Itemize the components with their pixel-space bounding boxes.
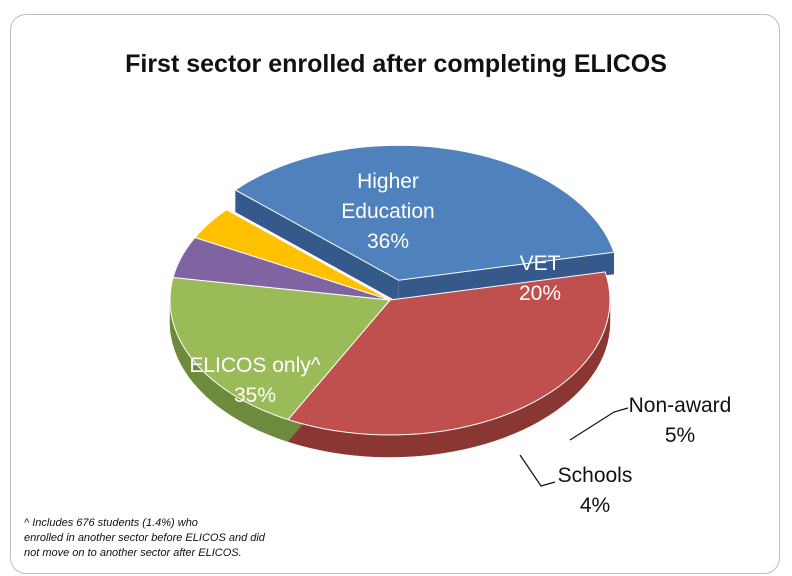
pie-label-layer: ELICOS only^ 35% Higher Education 36% VET 20% N…	[189, 170, 731, 517]
pie-slice-label: Schools	[558, 464, 633, 487]
pie-slice-percent: 36%	[367, 230, 409, 253]
pie-slice-label: Higher	[357, 170, 419, 193]
pie-slice-percent: 5%	[665, 424, 695, 447]
footnote-line: enrolled in another sector before ELICOS…	[24, 532, 265, 544]
pie-slice	[172, 236, 391, 301]
pie-slice	[194, 209, 391, 301]
pie-slice-label: ELICOS only^	[189, 354, 320, 377]
pie-leader-line	[569, 407, 629, 441]
pie-slice-cut-face	[235, 189, 399, 303]
pie-slice	[234, 144, 615, 281]
footnote-line: ^ Includes 676 students (1.4%) who	[24, 517, 198, 529]
footnote: ^ Includes 676 students (1.4%) who enrol…	[24, 516, 364, 561]
pie-leader-line	[519, 454, 556, 487]
chart-title: First sector enrolled after completing E…	[125, 50, 667, 78]
pie-top-layer	[169, 144, 615, 436]
pie-slice-label: Non-award	[629, 394, 732, 417]
pie-slice-percent: 20%	[519, 282, 561, 305]
pie-slice	[287, 271, 611, 436]
pie-slice-percent: 4%	[580, 494, 610, 517]
pie-slice-percent: 35%	[234, 384, 276, 407]
pie-slice-cut-face	[398, 252, 614, 303]
pie-slice-label: VET	[520, 252, 561, 275]
pie-slice-label: Education	[341, 200, 434, 223]
footnote-line: not move on to another sector after ELIC…	[24, 547, 242, 559]
pie-slice	[169, 276, 391, 421]
